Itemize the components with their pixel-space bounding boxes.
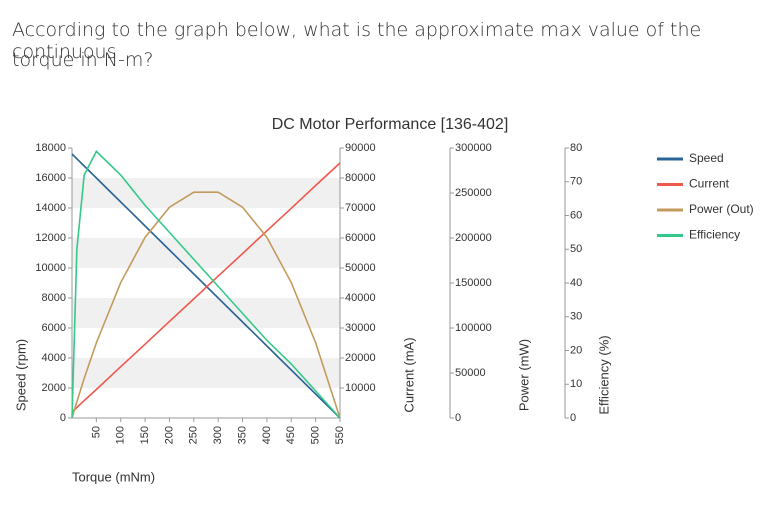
y2-tick-label: 80000 [345, 172, 376, 184]
grid-band [72, 238, 340, 268]
series-line [71, 162, 341, 413]
legend-label: Current [689, 177, 730, 191]
x-tick-label: 150 [139, 426, 151, 444]
y4-tick-label: 50 [570, 243, 582, 255]
x-tick-label: 350 [236, 426, 248, 444]
series-line [71, 153, 341, 419]
question-line: torque in N-m? [12, 49, 154, 71]
y2-tick-label: 10000 [345, 382, 376, 394]
x-tick-label: 400 [261, 426, 273, 444]
series-line [71, 150, 341, 419]
y2-tick-label: 90000 [345, 142, 376, 154]
x-tick-label: 500 [310, 426, 322, 444]
y3-tick-label: 100000 [455, 322, 492, 334]
grid-band [72, 298, 340, 328]
y-tick-label: 4000 [42, 352, 66, 364]
y3-tick-label: 300000 [455, 142, 492, 154]
grid-band [72, 178, 340, 208]
y4-tick-label: 0 [570, 412, 576, 424]
y2-axis-label: Current (mA) [401, 337, 416, 412]
y3-tick-label: 150000 [455, 277, 492, 289]
y3-axis-label: Power (mW) [516, 339, 531, 411]
y3-tick-label: 200000 [455, 232, 492, 244]
y2-tick-label: 40000 [345, 292, 376, 304]
x-tick-label: 250 [188, 426, 200, 444]
x-tick-label: 100 [115, 426, 127, 444]
legend-label: Efficiency [689, 228, 740, 242]
y2-tick-label: 70000 [345, 202, 376, 214]
y-tick-label: 0 [60, 412, 66, 424]
x-tick-label: 200 [163, 426, 175, 444]
y4-tick-label: 60 [570, 209, 582, 221]
x-axis-label: Torque (mNm) [72, 469, 155, 484]
y3-tick-label: 250000 [455, 187, 492, 199]
question-line: According to the graph below, what is th… [12, 19, 702, 63]
y2-tick-label: 20000 [345, 352, 376, 364]
y3-tick-label: 0 [455, 412, 461, 424]
y4-tick-label: 80 [570, 142, 582, 154]
x-tick-label: 550 [334, 426, 346, 444]
y-tick-label: 16000 [35, 172, 66, 184]
y-tick-label: 14000 [35, 202, 66, 214]
x-tick-label: 450 [285, 426, 297, 444]
series-line [71, 191, 341, 419]
y-tick-label: 6000 [42, 322, 66, 334]
y3-tick-label: 50000 [455, 367, 486, 379]
x-tick-label: 300 [212, 426, 224, 444]
y-tick-label: 18000 [35, 142, 66, 154]
y-tick-label: 10000 [35, 262, 66, 274]
chart-title: DC Motor Performance [136-402] [272, 116, 509, 133]
y4-tick-label: 40 [570, 277, 582, 289]
y-axis-label: Speed (rpm) [13, 339, 28, 411]
y4-tick-label: 30 [570, 311, 582, 323]
x-tick-label: 50 [90, 426, 102, 438]
y2-tick-label: 30000 [345, 322, 376, 334]
y-tick-label: 8000 [42, 292, 66, 304]
y4-tick-label: 70 [570, 176, 582, 188]
y2-tick-label: 60000 [345, 232, 376, 244]
y-tick-label: 2000 [42, 382, 66, 394]
y4-axis-label: Efficiency (%) [596, 335, 611, 414]
y-tick-label: 12000 [35, 232, 66, 244]
legend-label: Power (Out) [689, 202, 754, 216]
y4-tick-label: 20 [570, 344, 582, 356]
legend-label: Speed [689, 151, 724, 165]
y2-tick-label: 50000 [345, 262, 376, 274]
y4-tick-label: 10 [570, 378, 582, 390]
